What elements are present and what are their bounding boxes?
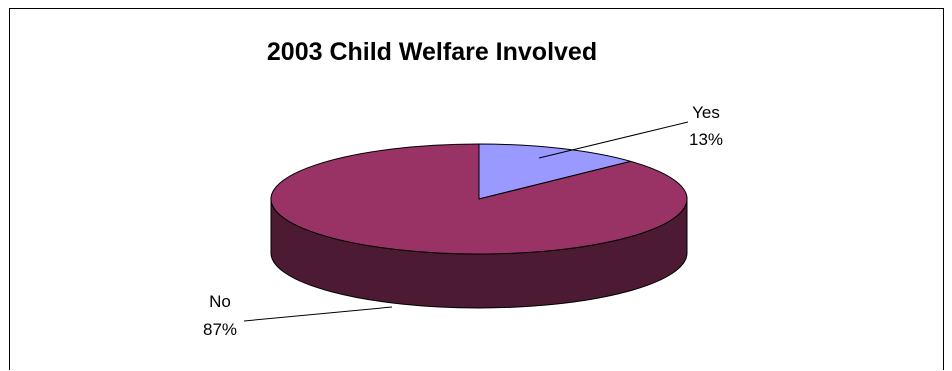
slice-label-no-name: No: [209, 292, 231, 311]
chart-area: 2003 Child Welfare Involved Yes 13% No 8…: [9, 8, 944, 370]
slice-label-yes-name: Yes: [692, 103, 720, 122]
leader-line-yes: [538, 121, 689, 159]
label-group: Yes 13% No 87%: [203, 103, 723, 339]
chart-title: 2003 Child Welfare Involved: [267, 38, 597, 66]
slice-label-no-percent: 87%: [203, 320, 237, 339]
pie-group: [270, 143, 688, 309]
slice-label-yes-percent: 13%: [689, 130, 723, 149]
leader-line-no: [243, 306, 393, 322]
pie-chart: 2003 Child Welfare Involved Yes 13% No 8…: [203, 38, 723, 339]
pie-slice-no: [270, 143, 688, 255]
pie-slice-yes: [478, 143, 632, 200]
